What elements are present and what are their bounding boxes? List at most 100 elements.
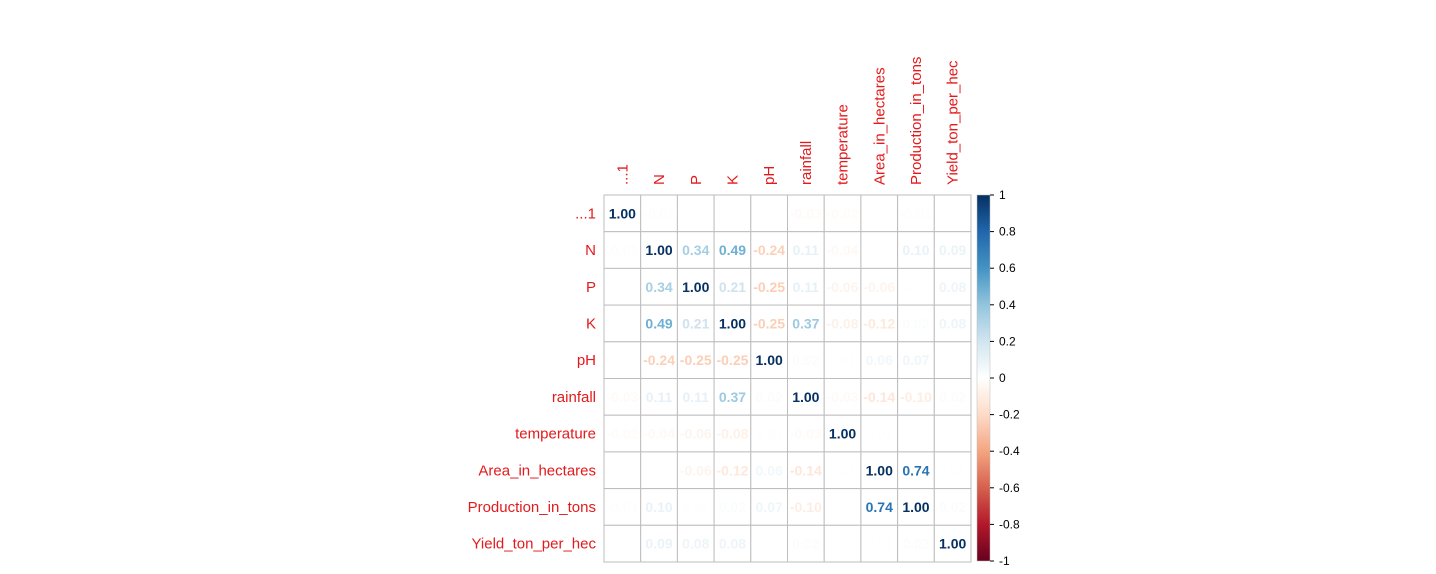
matrix-cell xyxy=(787,304,825,343)
correlation-value: -0.01 xyxy=(900,205,932,221)
correlation-value: 0.11 xyxy=(646,389,673,405)
correlation-value: 0.00 xyxy=(902,426,929,442)
matrix-cell xyxy=(640,488,678,526)
correlation-value: 0.01 xyxy=(829,462,856,478)
correlation-value: 0.01 xyxy=(866,426,893,442)
correlation-value: 0.06 xyxy=(866,352,893,368)
correlation-value: -0.01 xyxy=(606,499,638,515)
correlation-value: 0.00 xyxy=(866,242,893,258)
correlation-value: 0.00 xyxy=(756,536,783,552)
correlation-value: 1.00 xyxy=(902,499,929,515)
correlation-value: 0.00 xyxy=(682,205,709,221)
matrix-cell xyxy=(860,231,899,269)
matrix-cell xyxy=(676,267,715,306)
colorbar-gradient xyxy=(976,194,991,562)
correlation-value: -0.25 xyxy=(680,352,712,368)
correlation-value: 0.01 xyxy=(939,462,966,478)
matrix-cell xyxy=(750,341,788,379)
correlation-value: 0.21 xyxy=(682,315,709,331)
correlation-value: 1.00 xyxy=(682,279,709,295)
correlation-value: 0.01 xyxy=(866,536,893,552)
matrix-cell xyxy=(860,414,899,453)
correlation-value: 0.01 xyxy=(829,352,856,368)
correlation-value: -0.12 xyxy=(716,462,748,478)
colorbar-tick-label: 0.8 xyxy=(999,225,1016,239)
correlation-value: -0.08 xyxy=(827,315,859,331)
correlation-value: -0.02 xyxy=(606,426,638,442)
correlation-value: 0.00 xyxy=(939,352,966,368)
column-label: ...1 xyxy=(614,164,631,185)
correlation-value: 0.02 xyxy=(756,389,783,405)
matrix-cell xyxy=(750,378,788,416)
colorbar-tick-label: -1 xyxy=(999,554,1010,568)
correlation-value: 0.08 xyxy=(719,536,746,552)
correlation-value: 1.00 xyxy=(756,352,783,368)
column-label: temperature xyxy=(835,104,852,185)
correlation-value: 0.08 xyxy=(939,315,966,331)
correlation-value: 0.00 xyxy=(645,462,672,478)
correlation-value: 0.00 xyxy=(756,205,783,221)
correlation-value: -0.02 xyxy=(827,205,859,221)
matrix-cell xyxy=(787,524,825,563)
correlation-value: 0.02 xyxy=(939,499,966,515)
matrix-cell xyxy=(933,451,972,490)
correlation-value: -0.06 xyxy=(680,426,712,442)
column-label: Production_in_tons xyxy=(908,57,925,185)
column-label: K xyxy=(724,175,741,185)
correlation-value: 0.11 xyxy=(683,389,710,405)
matrix-cell xyxy=(676,451,715,490)
matrix-cell xyxy=(787,451,825,490)
matrix-cell xyxy=(897,414,935,453)
column-label: Yield_ton_per_hec xyxy=(945,60,962,185)
colorbar-tick-label: 0.2 xyxy=(999,334,1016,348)
matrix-cell xyxy=(897,488,935,526)
matrix-cell xyxy=(860,267,899,306)
matrix-cell xyxy=(713,378,752,416)
correlation-value: -0.06 xyxy=(827,279,859,295)
matrix-cell xyxy=(640,231,678,269)
matrix-cell xyxy=(823,524,862,563)
matrix-cell xyxy=(603,488,642,526)
colorbar-tick-label: -0.2 xyxy=(999,408,1020,422)
correlation-value: 0.10 xyxy=(902,242,929,258)
colorbar-tick-label: -0.4 xyxy=(999,444,1020,458)
correlation-value: 0.02 xyxy=(792,352,819,368)
matrix-cell xyxy=(603,304,642,343)
matrix-cells xyxy=(603,194,972,563)
correlation-value: 0.34 xyxy=(645,279,672,295)
correlation-value: 0.10 xyxy=(645,499,672,515)
matrix-cell xyxy=(860,194,899,233)
correlation-value: 1.00 xyxy=(829,426,856,442)
matrix-cell xyxy=(640,341,678,379)
correlation-value: -0.03 xyxy=(606,389,638,405)
row-label: Area_in_hectares xyxy=(478,462,596,479)
correlation-value: -0.14 xyxy=(790,462,822,478)
matrix-cell xyxy=(860,524,899,563)
correlation-value: -0.10 xyxy=(790,499,822,515)
correlation-value: -0.06 xyxy=(680,462,712,478)
correlation-value: 0.11 xyxy=(793,279,820,295)
matrix-cell xyxy=(897,524,935,563)
column-label: N xyxy=(651,174,668,185)
correlation-value: -0.03 xyxy=(790,426,822,442)
matrix-cell xyxy=(860,488,899,526)
colorbar-tick-label: 0.6 xyxy=(999,261,1016,275)
colorbar-tick-label: -0.8 xyxy=(999,517,1020,531)
matrix-cell xyxy=(823,231,862,269)
matrix-cell xyxy=(750,451,788,490)
matrix-cell xyxy=(787,341,825,379)
matrix-cell xyxy=(640,194,678,233)
matrix-cell xyxy=(823,488,862,526)
correlation-value: 0.08 xyxy=(939,279,966,295)
correlation-value: 0.01 xyxy=(756,426,783,442)
correlation-value: -0.25 xyxy=(716,352,748,368)
correlation-value: -0.08 xyxy=(716,426,748,442)
correlation-value: 0.37 xyxy=(719,389,746,405)
correlation-value: 0.00 xyxy=(609,352,636,368)
matrix-cell xyxy=(823,414,862,453)
correlation-value: -0.06 xyxy=(863,279,895,295)
correlation-value: 0.00 xyxy=(829,499,856,515)
matrix-cell xyxy=(897,231,935,269)
